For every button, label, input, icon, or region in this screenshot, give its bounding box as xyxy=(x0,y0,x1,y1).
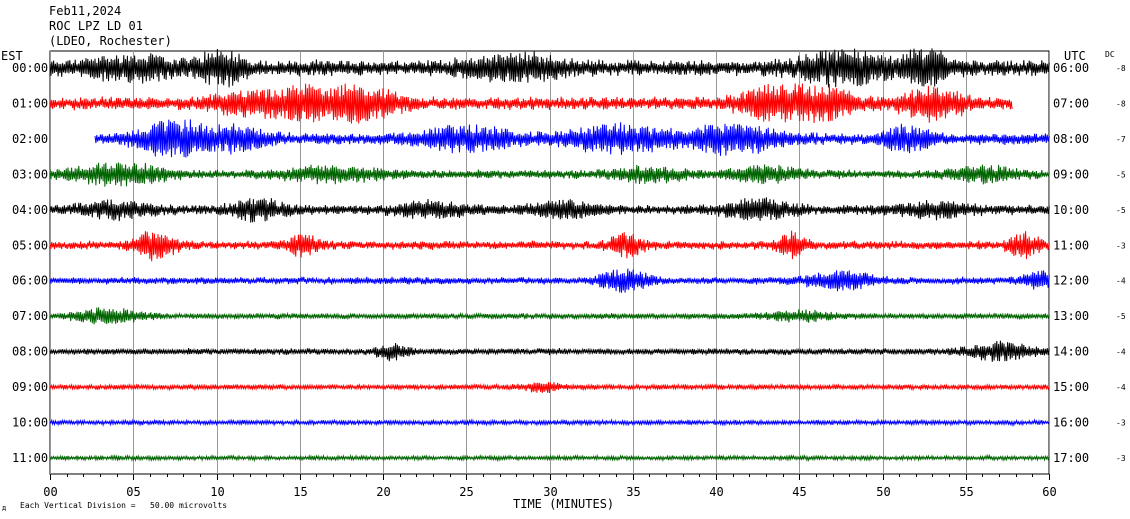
x-axis-label: TIME (MINUTES) xyxy=(513,497,614,511)
row-label-est: 03:00 xyxy=(12,167,48,181)
x-tick-label: 50 xyxy=(876,485,890,499)
x-tick-label: 05 xyxy=(126,485,140,499)
trace-row xyxy=(49,340,1050,362)
row-dc-value: -3 xyxy=(1116,241,1126,250)
x-tick-label: 10 xyxy=(210,485,224,499)
row-label-est: 01:00 xyxy=(12,96,48,110)
row-dc-value: -5 xyxy=(1116,206,1126,215)
x-tick-label: 55 xyxy=(959,485,973,499)
labels: EST UTC DC TIME (MINUTES) д Each Vertica… xyxy=(1,49,1126,512)
row-label-utc: 10:00 xyxy=(1053,203,1089,217)
trace-row xyxy=(49,418,1050,427)
row-dc-value: -5 xyxy=(1116,170,1126,179)
row-dc-value: -3 xyxy=(1116,454,1126,463)
x-tick-label: 25 xyxy=(459,485,473,499)
row-label-utc: 17:00 xyxy=(1053,451,1089,465)
row-label-est: 00:00 xyxy=(12,61,48,75)
x-tick-label: 60 xyxy=(1042,485,1056,499)
row-label-est: 06:00 xyxy=(12,274,48,288)
row-label-est: 10:00 xyxy=(12,416,48,430)
row-label-utc: 12:00 xyxy=(1053,274,1089,288)
row-label-utc: 11:00 xyxy=(1053,238,1089,252)
row-dc-value: -3 xyxy=(1116,419,1126,428)
x-tick-label: 40 xyxy=(709,485,723,499)
row-label-est: 02:00 xyxy=(12,132,48,146)
row-label-utc: 15:00 xyxy=(1053,380,1089,394)
header-date: Feb11,2024 xyxy=(49,4,122,18)
row-dc-value: -5 xyxy=(1116,312,1126,321)
row-label-utc: 08:00 xyxy=(1053,132,1089,146)
trace-row xyxy=(49,197,1050,223)
x-tick-label: 20 xyxy=(376,485,390,499)
row-label-est: 07:00 xyxy=(12,309,48,323)
row-dc-value: -8 xyxy=(1116,64,1126,73)
trace-row xyxy=(49,382,1050,393)
x-tick-label: 35 xyxy=(626,485,640,499)
x-tick-label: 00 xyxy=(43,485,57,499)
trace-row xyxy=(49,230,1050,262)
x-tick-label: 45 xyxy=(792,485,806,499)
grid xyxy=(49,50,1050,480)
trace-row xyxy=(49,453,1050,463)
row-dc-value: -7 xyxy=(1116,135,1126,144)
trace-row xyxy=(49,307,1050,325)
row-label-est: 05:00 xyxy=(12,238,48,252)
header-network: (LDEO, Rochester) xyxy=(49,34,172,48)
footer-symbol: д xyxy=(2,504,6,512)
row-label-est: 08:00 xyxy=(12,345,48,359)
x-tick-label: 15 xyxy=(293,485,307,499)
row-label-utc: 07:00 xyxy=(1053,96,1089,110)
header-station: ROC LPZ LD 01 xyxy=(49,19,143,33)
row-label-utc: 16:00 xyxy=(1053,416,1089,430)
row-label-utc: 09:00 xyxy=(1053,167,1089,181)
row-label-est: 09:00 xyxy=(12,380,48,394)
row-dc-value: -4 xyxy=(1116,277,1126,286)
y-label-utc: UTC xyxy=(1064,49,1086,63)
trace-row xyxy=(49,268,1050,293)
traces xyxy=(49,48,1050,463)
row-label-utc: 06:00 xyxy=(1053,61,1089,75)
row-label-utc: 13:00 xyxy=(1053,309,1089,323)
row-label-est: 04:00 xyxy=(12,203,48,217)
row-dc-value: -4 xyxy=(1116,383,1126,392)
y-label-est: EST xyxy=(1,49,23,63)
trace-row xyxy=(49,83,1013,124)
dc-label: DC xyxy=(1105,50,1115,59)
row-dc-value: -4 xyxy=(1116,348,1126,357)
x-tick-label: 30 xyxy=(543,485,557,499)
trace-row xyxy=(49,162,1050,187)
trace-row xyxy=(94,119,1050,158)
row-label-est: 11:00 xyxy=(12,451,48,465)
footer-note: Each Vertical Division = 50.00 microvolt… xyxy=(20,501,227,510)
row-label-utc: 14:00 xyxy=(1053,345,1089,359)
row-dc-value: -8 xyxy=(1116,99,1126,108)
trace-row xyxy=(49,48,1050,88)
